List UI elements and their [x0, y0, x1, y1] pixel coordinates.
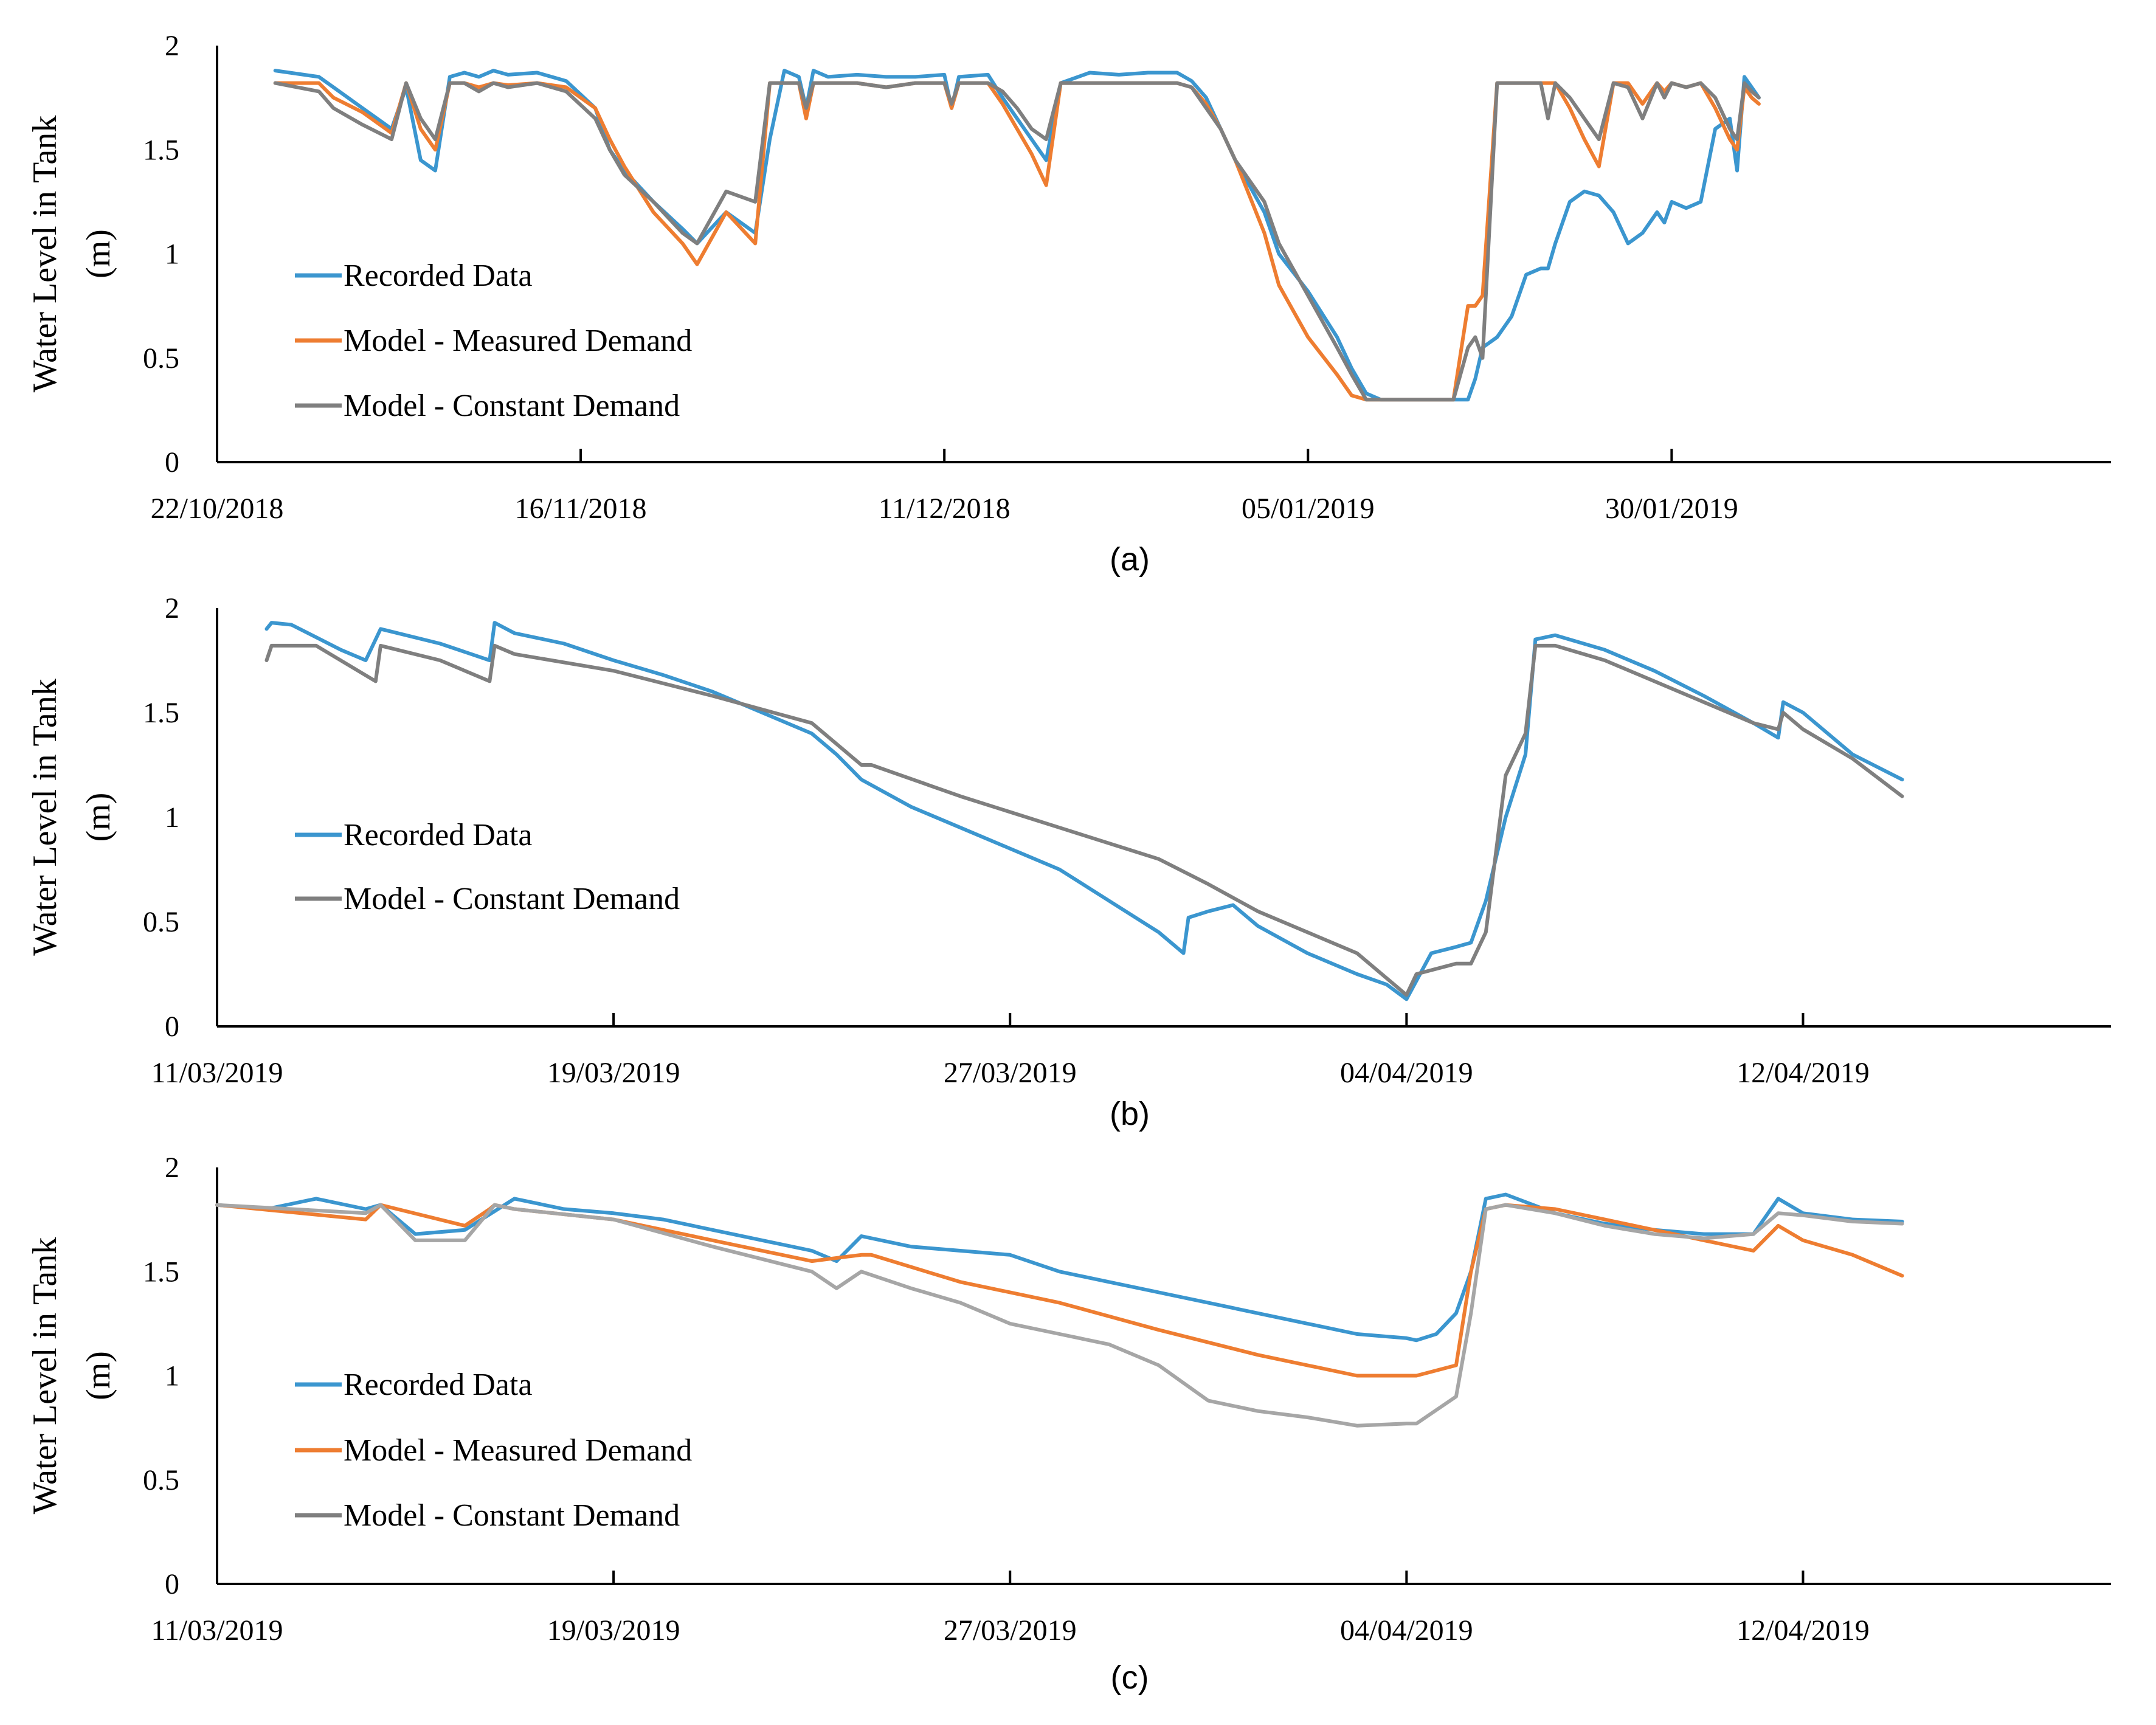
y-tick-label: 1: [165, 1360, 179, 1392]
y-axis-label: Water Level in Tank: [26, 1237, 64, 1514]
y-tick-label: 2: [165, 30, 179, 62]
y-tick-label: 0.5: [143, 1464, 179, 1496]
y-tick-label: 0: [165, 1011, 179, 1043]
y-axis-unit-label: (m): [80, 1351, 117, 1400]
legend-label-model-constant-demand: Model - Constant Demand: [344, 389, 680, 423]
x-tick-label: 11/12/2018: [879, 493, 1011, 525]
y-tick-label: 0.5: [143, 906, 179, 938]
x-tick-label: 11/03/2019: [151, 1057, 283, 1089]
x-tick-label: 12/04/2019: [1736, 1614, 1870, 1647]
y-tick-label: 0.5: [143, 342, 179, 375]
legend-label-recorded-data: Recorded Data: [344, 258, 532, 293]
y-tick-label: 1.5: [143, 1256, 179, 1288]
y-tick-label: 2: [165, 592, 179, 624]
x-tick-label: 05/01/2019: [1242, 493, 1375, 525]
y-tick-label: 1.5: [143, 697, 179, 729]
x-tick-label: 22/10/2018: [151, 493, 284, 525]
legend-label-recorded-data: Recorded Data: [344, 1367, 532, 1402]
legend-label-model-measured-demand: Model - Measured Demand: [344, 1433, 692, 1468]
chart-panel-1: 0 0.5 1 1.5 2 22/10/2018 16/11/2018 11/12/2018 0…: [26, 30, 2111, 578]
y-tick-label: 1.5: [143, 134, 179, 166]
y-tick-label: 1: [165, 801, 179, 834]
y-axis-label: Water Level in Tank: [26, 679, 64, 955]
x-tick-label: 12/04/2019: [1736, 1057, 1870, 1089]
x-tick-label: 04/04/2019: [1340, 1057, 1473, 1089]
series-line-recorded-data: [215, 1192, 1904, 1343]
x-tick-label: 04/04/2019: [1340, 1614, 1473, 1647]
series-line-model-measured-demand: [215, 1203, 1904, 1378]
series-line-model-constant-demand: [273, 81, 1761, 402]
y-axis-unit-label: (m): [80, 229, 117, 278]
series-line-model-constant-demand: [215, 1203, 1904, 1428]
x-tick-label: 27/03/2019: [944, 1057, 1077, 1089]
series-line-model-constant-demand: [264, 643, 1904, 997]
legend-label-model-constant-demand: Model - Constant Demand: [344, 882, 680, 916]
y-tick-label: 2: [165, 1152, 179, 1184]
y-tick-label: 0: [165, 446, 179, 479]
series-line-recorded-data: [273, 69, 1761, 402]
legend-label-model-measured-demand: Model - Measured Demand: [344, 323, 692, 358]
panel-label: (a): [1110, 541, 1150, 578]
legend-label-model-constant-demand: Model - Constant Demand: [344, 1498, 680, 1533]
legend-label-recorded-data: Recorded Data: [344, 818, 532, 852]
y-axis-label: Water Level in Tank: [26, 116, 64, 392]
x-tick-label: 11/03/2019: [151, 1614, 283, 1647]
panel-label: (b): [1110, 1096, 1150, 1132]
x-tick-label: 27/03/2019: [944, 1614, 1077, 1647]
y-axis-unit-label: (m): [80, 793, 117, 842]
x-tick-label: 19/03/2019: [547, 1614, 680, 1647]
x-tick-label: 16/11/2018: [515, 493, 647, 525]
chart-panel-2: 0 0.5 1 1.5 2 11/03/2019 19/03/2019 27/03/2019 0…: [26, 592, 2111, 1132]
x-tick-label: 30/01/2019: [1605, 493, 1738, 525]
series-line-recorded-data: [264, 621, 1904, 1001]
y-tick-label: 0: [165, 1568, 179, 1600]
panel-label: (c): [1111, 1659, 1149, 1696]
x-tick-label: 19/03/2019: [547, 1057, 680, 1089]
y-tick-label: 1: [165, 238, 179, 271]
chart-panel-3: 0 0.5 1 1.5 2 11/03/2019 19/03/2019 27/03/2019 0…: [26, 1152, 2111, 1696]
